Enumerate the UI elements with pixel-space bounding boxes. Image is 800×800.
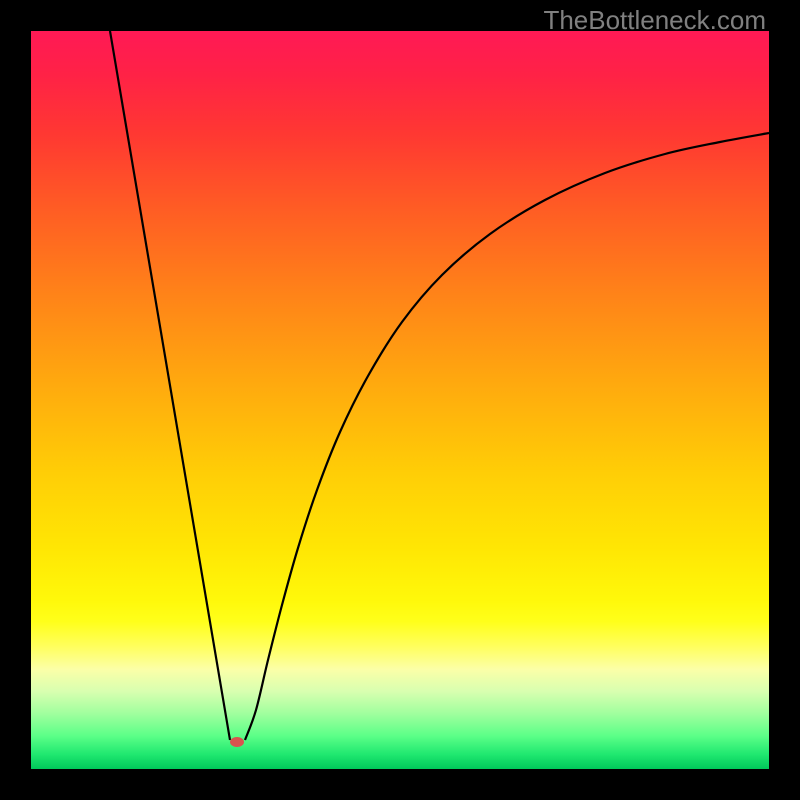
bottleneck-chart (31, 31, 769, 769)
minimum-marker (230, 737, 244, 747)
chart-background (31, 31, 769, 769)
watermark-text: TheBottleneck.com (543, 5, 766, 36)
chart-svg (31, 31, 769, 769)
